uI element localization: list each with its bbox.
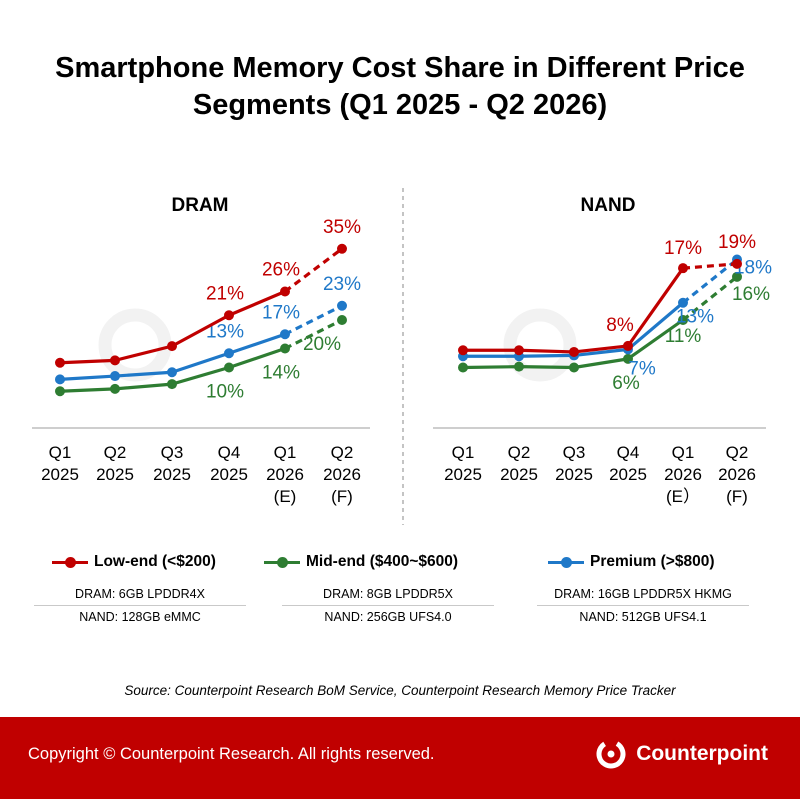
data-label-premium: 13%	[206, 321, 244, 342]
data-point-mid_end	[458, 362, 468, 373]
x-tick-label: Q4 2025	[210, 443, 248, 484]
data-point-mid_end	[678, 315, 688, 325]
data-label-low_end: 19%	[718, 232, 756, 253]
data-point-low_end	[514, 345, 524, 356]
data-point-low_end	[110, 355, 120, 366]
data-label-mid_end: 14%	[262, 363, 300, 384]
x-tick-label: Q1 2026 (E)	[266, 443, 304, 506]
spec-premium-nand: NAND: 512GB UFS4.1	[579, 610, 707, 624]
spec-low-end: DRAM: 6GB LPDDR4X NAND: 128GB eMMC	[34, 583, 246, 628]
data-point-premium	[55, 374, 65, 385]
legend-low-end-marker	[52, 549, 88, 575]
legend-mid-end-marker	[264, 549, 300, 575]
data-label-mid_end: 16%	[732, 284, 770, 305]
series-forecast-low_end	[682, 262, 738, 270]
data-point-mid_end	[337, 315, 347, 325]
data-point-mid_end	[224, 362, 234, 373]
data-label-low_end: 26%	[262, 260, 300, 281]
data-point-premium	[167, 367, 177, 378]
spec-premium: DRAM: 16GB LPDDR5X HKMG NAND: 512GB UFS4…	[537, 583, 749, 628]
data-point-premium	[337, 300, 347, 311]
data-point-low_end	[55, 357, 65, 368]
data-point-mid_end	[110, 383, 120, 394]
series-line-low_end	[59, 290, 286, 365]
data-label-low_end: 8%	[606, 315, 634, 336]
panel-title: NAND	[581, 195, 636, 216]
panel-title: DRAM	[172, 195, 229, 216]
footer-bar: Copyright © Counterpoint Research. All r…	[0, 717, 800, 799]
spec-low-end-dram: DRAM: 6GB LPDDR4X	[34, 583, 246, 606]
data-point-low_end	[678, 263, 688, 274]
data-label-low_end: 21%	[206, 283, 244, 304]
data-label-mid_end: 20%	[303, 334, 341, 355]
data-point-low_end	[458, 345, 468, 356]
data-label-low_end: 35%	[323, 217, 361, 238]
x-tick-label: Q4 2025	[609, 443, 647, 484]
data-point-low_end	[224, 310, 234, 321]
x-tick-label: Q2 2025	[500, 443, 538, 484]
spec-mid-end-dram: DRAM: 8GB LPDDR5X	[282, 583, 494, 606]
data-point-mid_end	[167, 379, 177, 390]
nand-chart: NAND Q1 2025 Q2 2025 Q3 2025 Q4 2025 Q1 2026 (E） Q2 2…	[433, 195, 772, 506]
dram-chart: DRAM Q1 2025 Q2 2025 Q3 2025 Q4 2025 Q1 2026 (E) Q2 2…	[32, 195, 370, 506]
data-point-low_end	[732, 258, 742, 269]
x-tick-label: Q3 2025	[555, 443, 593, 484]
spec-low-end-nand: NAND: 128GB eMMC	[79, 610, 201, 624]
legend-mid-end: Mid-end ($400~$600)	[264, 549, 458, 575]
spec-mid-end-nand: NAND: 256GB UFS4.0	[324, 610, 452, 624]
data-point-mid_end	[280, 343, 290, 354]
legend-premium-marker	[548, 549, 584, 575]
legend-premium: Premium (>$800)	[548, 549, 715, 575]
data-label-low_end: 17%	[664, 238, 702, 259]
data-label-premium: 23%	[323, 274, 361, 295]
series-forecast-premium	[284, 304, 343, 336]
data-point-mid_end	[569, 362, 579, 373]
legend-low-end: Low-end (<$200)	[52, 549, 216, 575]
legend-mid-end-label: Mid-end ($400~$600)	[306, 553, 459, 570]
source-note: Source: Counterpoint Research BoM Servic…	[124, 683, 676, 698]
series-forecast-mid_end	[284, 318, 343, 350]
dram-watermark	[98, 308, 172, 382]
data-point-premium	[224, 348, 234, 359]
x-tick-label: Q1 2025	[41, 443, 79, 484]
data-point-low_end	[167, 341, 177, 352]
x-tick-label: Q1 2026 (E）	[664, 443, 702, 506]
data-point-mid_end	[514, 361, 524, 372]
data-point-mid_end	[623, 353, 633, 364]
data-label-premium: 17%	[262, 302, 300, 323]
data-label-premium: 13%	[676, 307, 714, 328]
data-label-mid_end: 11%	[665, 326, 702, 347]
x-tick-label: Q2 2026 (F)	[718, 443, 756, 506]
data-point-low_end	[569, 346, 579, 357]
data-point-low_end	[280, 286, 290, 297]
data-label-mid_end: 10%	[206, 382, 244, 403]
x-tick-label: Q2 2025	[96, 443, 134, 484]
legend-low-end-label: Low-end (<$200)	[94, 553, 216, 570]
x-tick-label: Q3 2025	[153, 443, 191, 484]
data-point-premium	[678, 297, 688, 308]
copyright-text: Copyright © Counterpoint Research. All r…	[28, 745, 435, 763]
data-point-low_end	[337, 243, 347, 254]
data-point-premium	[280, 329, 290, 340]
nand-watermark	[503, 308, 577, 382]
data-point-mid_end	[732, 271, 742, 282]
data-point-premium	[110, 371, 120, 382]
charts-canvas: DRAM Q1 2025 Q2 2025 Q3 2025 Q4 2025 Q1 2026 (E) Q2 2…	[32, 188, 772, 525]
data-point-low_end	[623, 340, 633, 351]
spec-premium-dram: DRAM: 16GB LPDDR5X HKMG	[537, 583, 749, 606]
brand-logo: Counterpoint	[594, 737, 768, 771]
legend-premium-label: Premium (>$800)	[590, 553, 715, 570]
spec-mid-end: DRAM: 8GB LPDDR5X NAND: 256GB UFS4.0	[282, 583, 494, 628]
x-tick-label: Q1 2025	[444, 443, 482, 484]
x-tick-label: Q2 2026 (F)	[323, 443, 361, 506]
data-label-mid_end: 6%	[612, 373, 640, 394]
data-point-mid_end	[55, 386, 65, 397]
data-label-premium: 7%	[628, 358, 656, 379]
counterpoint-logo-icon	[596, 739, 626, 769]
data-label-premium: 18%	[734, 258, 772, 279]
brand-name: Counterpoint	[636, 742, 768, 765]
chart-title: Smartphone Memory Cost Share in Differen…	[55, 52, 745, 121]
